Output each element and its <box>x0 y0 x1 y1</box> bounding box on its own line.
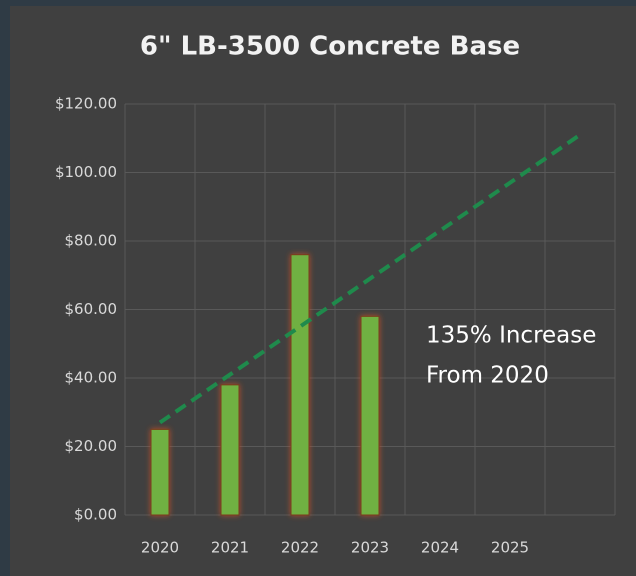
y-tick-label: $120.00 <box>55 95 117 113</box>
x-tick-label: 2021 <box>211 539 249 557</box>
chart-title: 6" LB-3500 Concrete Base <box>140 32 520 62</box>
y-tick-label: $100.00 <box>55 163 117 181</box>
bar <box>150 428 170 516</box>
y-tick-label: $20.00 <box>65 437 118 455</box>
x-tick-label: 2025 <box>491 539 529 557</box>
y-tick-label: $80.00 <box>65 232 118 250</box>
annotation: From 2020 <box>426 363 549 389</box>
y-tick-label: $60.00 <box>65 300 118 318</box>
x-tick-label: 2022 <box>281 539 319 557</box>
bar <box>290 254 310 516</box>
x-tick-label: 2020 <box>141 539 179 557</box>
x-tick-label: 2023 <box>351 539 389 557</box>
y-tick-label: $40.00 <box>65 369 118 387</box>
x-tick-label: 2024 <box>421 539 459 557</box>
chart-area <box>10 6 636 576</box>
bar <box>220 384 240 516</box>
bar <box>360 315 380 516</box>
trendline <box>158 133 582 425</box>
y-tick-label: $0.00 <box>74 506 117 524</box>
annotation: 135% Increase <box>426 323 596 349</box>
